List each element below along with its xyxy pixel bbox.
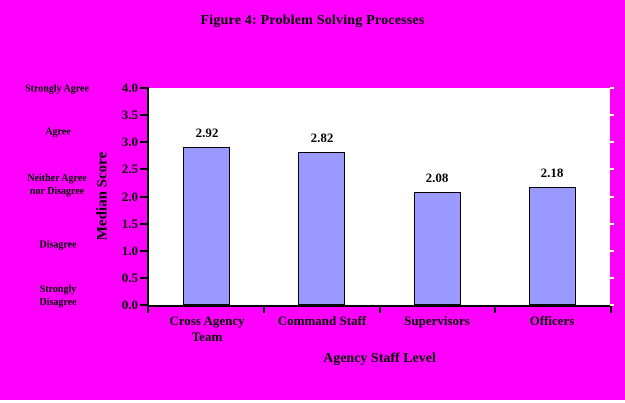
y-tick-label: 1.0 <box>121 242 138 258</box>
x-tick <box>610 307 612 313</box>
right-tick <box>610 195 614 198</box>
bar-value-label: 2.82 <box>310 130 334 145</box>
y-tick <box>140 222 147 225</box>
bar-value-label: 2.92 <box>195 125 219 140</box>
x-tick <box>147 307 149 313</box>
y-tick-label: 3.0 <box>121 134 138 150</box>
left-scale-label-strongly-agree: Strongly Agree <box>25 83 89 95</box>
y-tick-label: 4.0 <box>121 80 138 95</box>
right-tick <box>610 141 614 144</box>
bar <box>414 192 461 305</box>
y-tick-label: 2.5 <box>121 161 138 177</box>
x-category-label: Cross Agency Team <box>169 313 245 344</box>
y-tick <box>140 168 147 171</box>
y-tick-label: 0.0 <box>121 297 138 312</box>
y-tick <box>140 249 147 252</box>
x-tick <box>379 307 381 313</box>
x-category-label: Command Staff <box>277 313 367 328</box>
right-tick <box>610 249 614 252</box>
right-tick <box>610 222 614 225</box>
bar <box>298 152 345 305</box>
left-scale-label-neither: Neither Agree nor Disagree <box>27 173 87 197</box>
y-axis-line <box>147 87 149 307</box>
right-tick <box>610 276 614 279</box>
left-scale-label-agree: Agree <box>45 126 71 138</box>
x-tick <box>494 307 496 313</box>
y-tick <box>140 195 147 198</box>
left-scale-label-strongly-disagree: Strongly Disagree <box>39 284 77 308</box>
y-tick-label: 0.5 <box>121 269 138 285</box>
x-axis-title: Agency Staff Level <box>323 351 436 366</box>
right-tick <box>610 114 614 117</box>
chart-title: Figure 4: Problem Solving Processes <box>200 13 425 28</box>
bar <box>529 187 576 305</box>
right-tick <box>610 168 614 171</box>
x-tick <box>263 307 265 313</box>
y-tick <box>140 304 147 306</box>
x-axis-line <box>147 305 612 307</box>
y-tick-label: 3.5 <box>121 107 138 123</box>
bar-value-label: 2.18 <box>540 165 564 180</box>
left-scale-label-disagree: Disagree <box>39 239 77 251</box>
y-tick <box>140 276 147 279</box>
x-category-label: Supervisors <box>404 313 470 328</box>
right-tick <box>610 87 614 89</box>
x-category-label: Officers <box>529 313 575 328</box>
bar <box>183 147 230 305</box>
y-tick <box>140 114 147 117</box>
y-tick-label: 1.5 <box>121 215 138 231</box>
bottom-white-strip <box>0 400 625 403</box>
right-tick <box>610 304 614 306</box>
y-tick <box>140 141 147 144</box>
y-tick-label: 2.0 <box>121 188 138 204</box>
bar-value-label: 2.08 <box>425 170 449 185</box>
y-tick <box>140 87 147 89</box>
